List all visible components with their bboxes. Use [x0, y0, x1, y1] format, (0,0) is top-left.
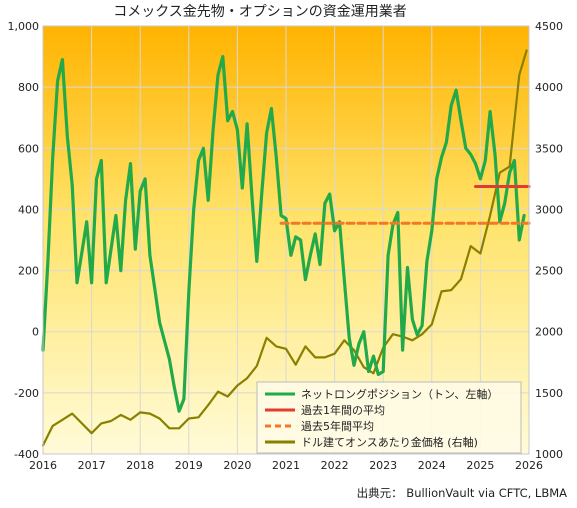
legend-label: ドル建てオンスあたり金価格 (右軸) — [301, 435, 478, 449]
series-layer — [41, 49, 531, 447]
x-tick-label: 2023 — [369, 459, 397, 472]
y-right-tick-label: 3500 — [535, 142, 563, 155]
legend: ネットロングポジション（トン、左軸） 過去1年間の平均過去5年間平均ドル建てオンス… — [256, 381, 522, 454]
plot-frame — [42, 25, 530, 455]
y-left-tick-label: 200 — [18, 265, 39, 278]
y-left-tick-label: 400 — [18, 203, 39, 216]
series-line-0 — [41, 54, 526, 413]
source-note: 出典元： BullionVault via CFTC, LBMA — [357, 486, 567, 500]
y-right-tick-label: 2500 — [535, 265, 563, 278]
y-left-tick-label: 0 — [32, 326, 39, 339]
y-right-tick-label: 1000 — [535, 448, 563, 461]
y-left-tick-label: -400 — [14, 448, 39, 461]
legend-label: 過去1年間の平均 — [301, 403, 385, 417]
y-right-tick-label: 1500 — [535, 387, 563, 400]
y-right-tick-label: 4000 — [535, 81, 563, 94]
x-tick-label: 2025 — [466, 459, 494, 472]
x-tick-label: 2022 — [321, 459, 349, 472]
x-tick-label: 2026 — [515, 459, 543, 472]
y-right-tick-label: 2000 — [535, 326, 563, 339]
series-line-3 — [41, 49, 528, 447]
axes: 2016 2017 2018 2019 2020 2021 2022 2023 2024 2025… — [8, 20, 564, 472]
legend-box — [256, 381, 522, 454]
x-tick-label: 2018 — [126, 459, 154, 472]
y-right-tick-label: 3000 — [535, 203, 563, 216]
x-tick-label: 2017 — [78, 459, 106, 472]
y-left-tick-label: 800 — [18, 81, 39, 94]
x-tick-label: 2019 — [175, 459, 203, 472]
x-tick-label: 2016 — [29, 459, 57, 472]
y-right-tick-label: 4500 — [535, 20, 563, 33]
x-tick-label: 2024 — [418, 459, 446, 472]
x-tick-label: 2021 — [272, 459, 300, 472]
x-tick-label: 2020 — [223, 459, 251, 472]
y-left-tick-label: -200 — [14, 387, 39, 400]
legend-label: 過去5年間平均 — [301, 419, 374, 433]
legend-label: ネットロングポジション（トン、左軸） — [301, 387, 498, 401]
chart-title: コメックス金先物・オプションの資金運用業者 — [113, 4, 407, 20]
y-left-tick-label: 1,000 — [8, 20, 40, 33]
y-left-tick-label: 600 — [18, 142, 39, 155]
